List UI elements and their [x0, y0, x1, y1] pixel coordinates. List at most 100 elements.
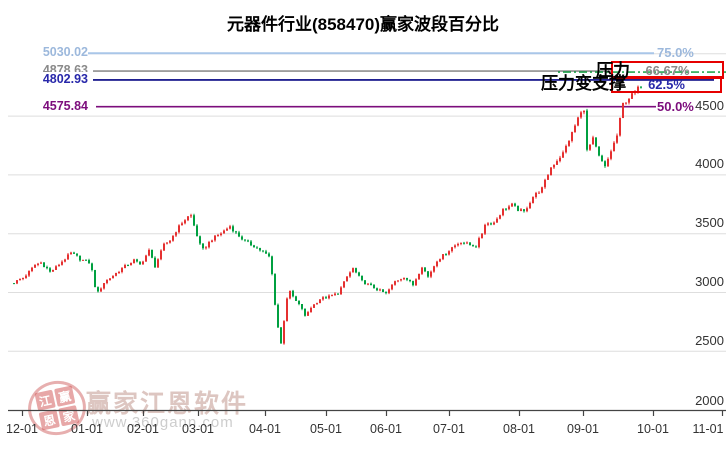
candle-body — [340, 287, 342, 295]
candle-body — [445, 254, 447, 256]
candle-body — [28, 271, 30, 276]
candle-body — [439, 259, 441, 262]
candle-body — [514, 203, 516, 206]
candle-body — [157, 259, 159, 268]
candle-body — [40, 262, 42, 264]
level-pct-label-50: 50.0% — [657, 98, 694, 114]
candle-body — [217, 235, 219, 237]
candle-body — [448, 251, 450, 255]
candle-body — [559, 157, 561, 162]
candle-body — [220, 233, 222, 236]
candle-body — [88, 260, 90, 264]
candle-body — [304, 308, 306, 316]
candle-body — [22, 278, 24, 280]
candle-body — [199, 236, 201, 244]
candle-body — [163, 243, 165, 251]
candle-body — [268, 253, 270, 257]
candle-body — [370, 283, 372, 285]
candle-body — [637, 86, 639, 92]
candle-body — [628, 98, 630, 103]
candle-body — [202, 243, 204, 249]
candle-body — [238, 232, 240, 237]
candle-body — [535, 192, 537, 198]
candle-body — [481, 233, 483, 239]
candle-body — [277, 304, 279, 328]
candle-body — [610, 151, 612, 159]
x-axis-label: 06-01 — [370, 422, 402, 436]
candle-body — [226, 228, 228, 231]
candle-body — [244, 239, 246, 241]
candle-body — [367, 283, 369, 285]
level-price-label-50: 4575.84 — [8, 98, 88, 113]
candle-body — [250, 241, 252, 246]
candle-body — [436, 261, 438, 267]
level-pct-label-62: 62.5% — [648, 76, 685, 92]
candle-body — [442, 254, 444, 260]
candle-body — [595, 137, 597, 147]
candle-body — [346, 276, 348, 282]
candle-body — [232, 226, 234, 232]
candle-body — [235, 231, 237, 233]
candle-body — [337, 293, 339, 295]
candle-body — [385, 292, 387, 294]
candle-body — [187, 216, 189, 221]
candle-body — [154, 257, 156, 268]
candle-body — [355, 268, 357, 273]
x-axis-label: 12-01 — [6, 422, 38, 436]
candle-body — [121, 268, 123, 272]
y-axis-label: 3000 — [695, 274, 724, 289]
candle-body — [52, 269, 54, 272]
candle-body — [613, 142, 615, 152]
candle-body — [619, 117, 621, 136]
candle-body — [256, 247, 258, 249]
candle-body — [283, 321, 285, 344]
candle-body — [544, 179, 546, 188]
candle-body — [43, 262, 45, 267]
candle-body — [172, 235, 174, 241]
candle-body — [358, 272, 360, 276]
candle-body — [193, 215, 195, 226]
candle-body — [505, 208, 507, 210]
candle-body — [454, 245, 456, 248]
candle-body — [295, 296, 297, 301]
candle-body — [511, 203, 513, 207]
candle-body — [325, 297, 327, 299]
candle-body — [391, 284, 393, 290]
candle-body — [76, 253, 78, 256]
candle-body — [517, 205, 519, 211]
candle-body — [433, 266, 435, 272]
candle-body — [205, 247, 207, 249]
candle-body — [112, 275, 114, 279]
candle-body — [106, 280, 108, 284]
candle-body — [190, 215, 192, 217]
candle-body — [403, 277, 405, 280]
candle-body — [160, 250, 162, 260]
candle-body — [397, 280, 399, 282]
x-axis-label: 04-01 — [249, 422, 281, 436]
candle-body — [313, 304, 315, 308]
candle-body — [79, 255, 81, 261]
watermark-url-text: www.360gann.com — [92, 414, 234, 431]
y-axis-label: 2000 — [695, 393, 724, 408]
annotation-pressure-to-support: 压力变支撑 — [541, 74, 626, 93]
candle-body — [373, 284, 375, 289]
candle-body — [334, 293, 336, 296]
candle-body — [601, 155, 603, 162]
candle-body — [301, 304, 303, 309]
candle-body — [487, 223, 489, 225]
candle-body — [631, 93, 633, 99]
candle-body — [430, 271, 432, 277]
candle-body — [94, 270, 96, 288]
candle-body — [37, 263, 39, 265]
candle-body — [145, 255, 147, 262]
y-axis-label: 2500 — [695, 332, 724, 348]
candle-body — [571, 132, 573, 141]
x-axis-label: 11-01 — [692, 422, 724, 436]
y-axis-label: 4500 — [695, 97, 724, 113]
candle-body — [607, 158, 609, 167]
x-axis-label: 03-01 — [182, 422, 214, 436]
candle-body — [148, 249, 150, 256]
candle-body — [223, 230, 225, 234]
candle-body — [427, 271, 429, 277]
